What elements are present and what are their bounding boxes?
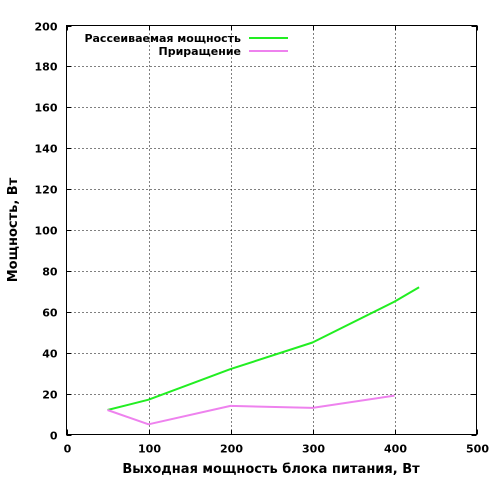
x-tick-label: 100 — [138, 443, 161, 456]
y-axis-title: Мощность, Вт — [6, 177, 21, 282]
series-lines — [107, 286, 420, 426]
y-tick-label: 60 — [42, 307, 58, 320]
axis-ticks: 0 100 200 300 400 500 0 20 40 60 80 100 120 140 160 180… — [35, 21, 490, 456]
y-tick-label: 100 — [35, 225, 58, 238]
y-tick-label: 200 — [35, 21, 58, 34]
x-tick-label: 500 — [466, 443, 489, 456]
y-tick-label: 180 — [35, 61, 58, 74]
y-tick-label: 160 — [35, 102, 58, 115]
series-line-2 — [107, 394, 395, 426]
x-tick-label: 400 — [384, 443, 407, 456]
y-tick-label: 140 — [35, 143, 58, 156]
y-tick-label: 120 — [35, 184, 58, 197]
legend-label-1: Рассеиваемая мощность — [84, 32, 241, 45]
x-tick-label: 200 — [220, 443, 243, 456]
grid — [66, 25, 477, 435]
x-tick-label: 300 — [302, 443, 325, 456]
y-tick-label: 20 — [42, 389, 58, 402]
x-axis-title: Выходная мощность блока питания, Вт — [122, 462, 420, 477]
y-tick-label: 80 — [42, 266, 58, 279]
x-tick-label: 0 — [64, 443, 72, 456]
series-line-1 — [107, 286, 420, 411]
y-tick-label: 40 — [42, 348, 58, 361]
y-tick-label: 0 — [50, 430, 58, 443]
legend-label-2: Приращение — [159, 45, 241, 58]
